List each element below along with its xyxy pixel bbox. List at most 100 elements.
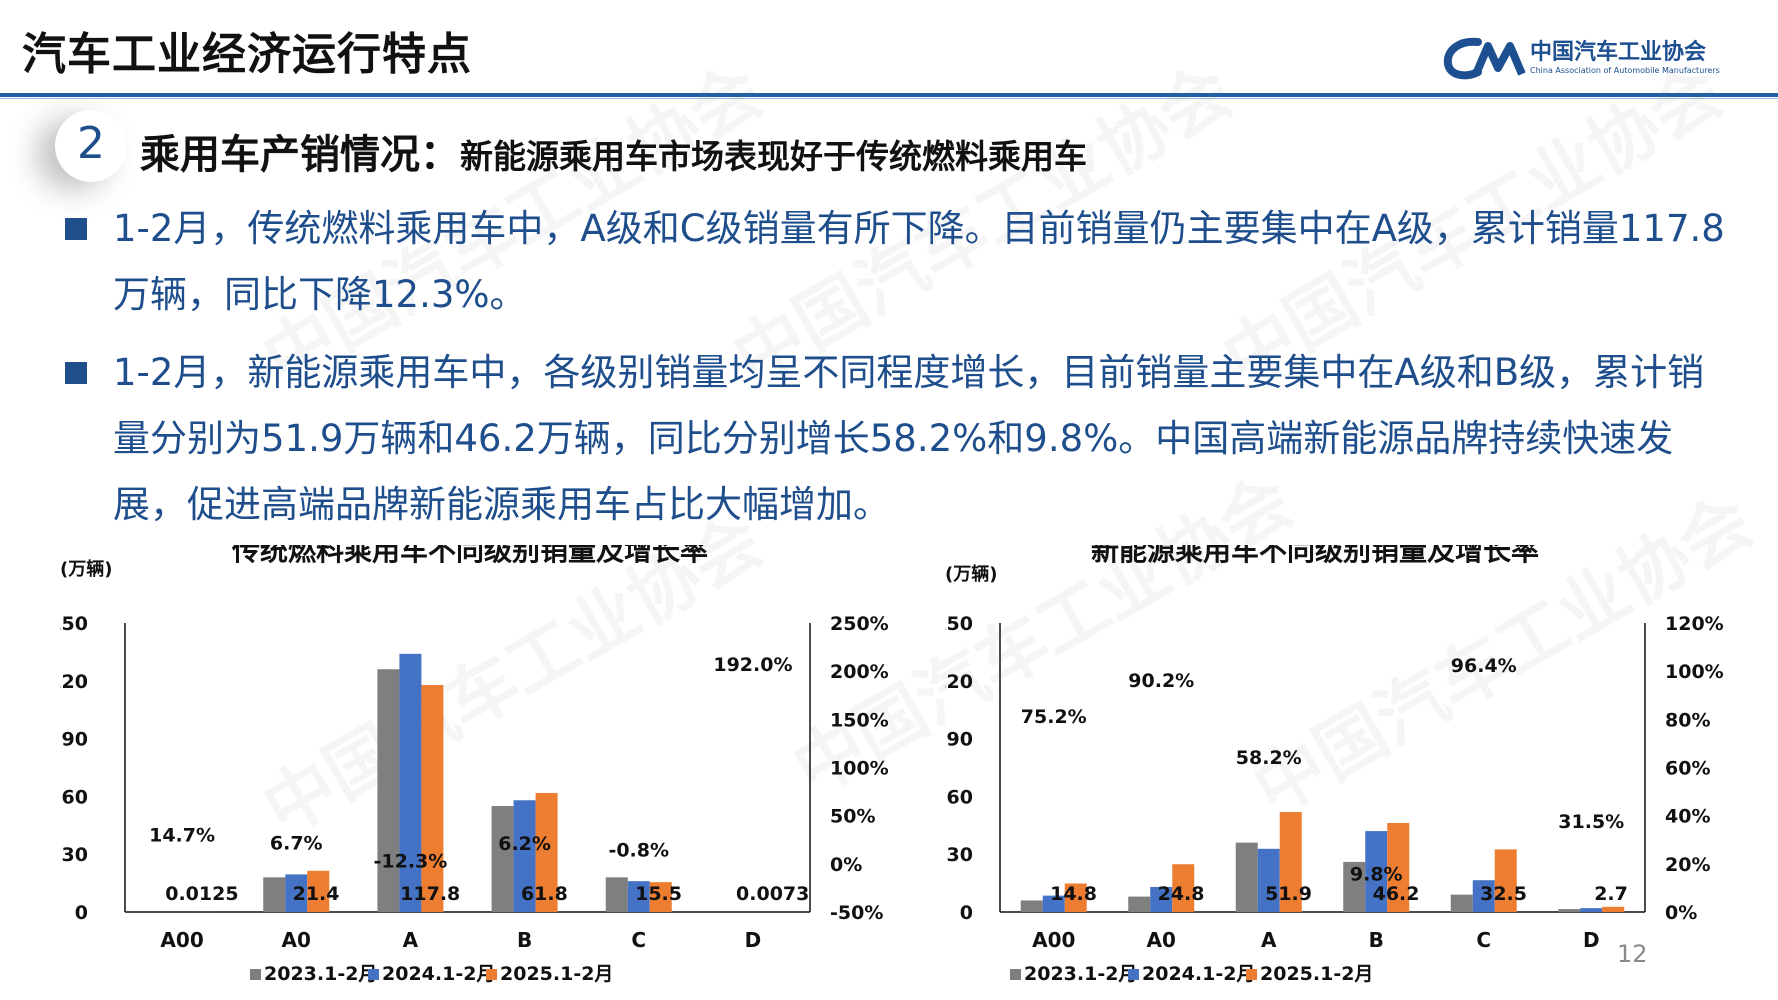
value-label: 0.0125	[165, 883, 238, 905]
value-label: 24.8	[1158, 883, 1205, 905]
y2-tick-label: 120%	[1665, 613, 1724, 635]
growth-rate-label: 9.8%	[1350, 863, 1403, 885]
y2-tick-label: 0%	[830, 854, 862, 876]
bar-A-series-2	[399, 653, 422, 912]
cam-logo-icon	[1443, 37, 1526, 80]
header-divider-thin	[0, 98, 1778, 99]
bar-D-series-2	[1580, 908, 1603, 912]
value-label: 32.5	[1480, 883, 1527, 905]
x-tick-label: D	[745, 928, 762, 952]
bar-C-series-3	[1494, 849, 1517, 912]
chart-new-energy: 新能源乘用车不同级别销量及增长率 (万辆) 0 30 60 90 120 150 0% 20% 40…	[945, 545, 1724, 985]
legend-swatch	[1128, 969, 1139, 980]
bar-A00-series-1	[1020, 900, 1043, 912]
y-tick-label: 120	[60, 671, 88, 693]
chart-title: 传统燃料乘用车不同级别销量及增长率	[231, 545, 708, 567]
y-tick-label: 90	[947, 729, 973, 751]
bar-C-series-2	[627, 881, 650, 912]
growth-rate-label: 96.4%	[1451, 655, 1517, 677]
bar-A00-series-2	[1042, 895, 1065, 912]
bar-B-series-1	[1343, 861, 1366, 912]
bar-A00-series-3	[1064, 883, 1087, 912]
value-label: 15.5	[635, 883, 682, 905]
section-title-main: 乘用车产销情况：	[140, 132, 460, 178]
page-number: 12	[1617, 940, 1648, 968]
x-tick-label: D	[1583, 928, 1600, 952]
x-tick-label: C	[1476, 928, 1491, 952]
bar-A0-series-2	[285, 874, 308, 912]
value-label: 14.8	[1050, 883, 1097, 905]
y-tick-label: 0	[960, 902, 973, 924]
bar-D-series-3	[1602, 906, 1625, 912]
bar-D-series-1	[1558, 909, 1581, 912]
legend-swatch	[1246, 969, 1257, 980]
bar-A0-series-1	[1128, 896, 1151, 912]
y2-tick-label: 250%	[830, 613, 889, 635]
x-tick-label: A	[1261, 928, 1277, 952]
y2-tick-label: 50%	[830, 806, 875, 828]
x-tick-label: A0	[1147, 928, 1176, 952]
section-number: 2	[77, 118, 105, 169]
growth-rate-label: 31.5%	[1558, 811, 1624, 833]
legend-label: 2024.1-2月	[1142, 963, 1255, 985]
bar-A-series-3	[1279, 812, 1302, 912]
x-tick-label: B	[1369, 928, 1384, 952]
growth-rate-label: 6.7%	[270, 832, 323, 854]
bar-A-series-2	[1257, 848, 1280, 912]
y2-tick-label: 150%	[830, 709, 889, 731]
legend-swatch	[486, 969, 497, 980]
legend-swatch	[1010, 969, 1021, 980]
bar-C-series-1	[605, 877, 628, 912]
growth-rate-label: 90.2%	[1128, 670, 1194, 692]
page-title: 汽车工业经济运行特点	[22, 29, 472, 80]
bar-A-series-1	[1235, 842, 1258, 912]
y2-tick-label: 20%	[1665, 854, 1710, 876]
unit-label: (万辆)	[60, 558, 112, 580]
y2-tick-label: 0%	[1665, 902, 1697, 924]
bar-A-series-1	[377, 669, 400, 912]
legend-swatch	[250, 969, 261, 980]
y-tick-label: 120	[945, 671, 973, 693]
bar-B-series-3	[535, 792, 558, 912]
x-tick-label: A0	[282, 928, 311, 952]
bar-C-series-2	[1472, 880, 1495, 912]
legend-label: 2025.1-2月	[1260, 963, 1373, 985]
bar-A0-series-3	[307, 870, 330, 912]
legend-label: 2023.1-2月	[264, 963, 377, 985]
legend-label: 2025.1-2月	[500, 963, 613, 985]
section-number-badge: 2	[55, 110, 127, 182]
y-tick-label: 60	[947, 786, 973, 808]
bullet-square-icon	[65, 218, 87, 240]
value-label: 2.7	[1594, 883, 1628, 905]
y2-tick-label: 100%	[830, 758, 889, 780]
value-label: 21.4	[293, 883, 340, 905]
x-tick-label: B	[517, 928, 532, 952]
bar-A0-series-1	[263, 877, 286, 912]
bar-B-series-2	[513, 800, 536, 912]
growth-rate-label: -0.8%	[608, 840, 669, 862]
bullet-square-icon	[65, 362, 87, 384]
bar-C-series-1	[1450, 894, 1473, 912]
y2-tick-label: 100%	[1665, 661, 1724, 683]
x-tick-label: A	[403, 928, 419, 952]
header-divider	[0, 93, 1778, 97]
logo-english-text: China Association of Automobile Manufact…	[1530, 66, 1720, 75]
bar-B-series-3	[1387, 822, 1410, 912]
y-tick-label: 150	[945, 613, 973, 635]
value-label: 46.2	[1373, 883, 1420, 905]
bar-A0-series-3	[1172, 864, 1195, 912]
growth-rate-label: -12.3%	[374, 851, 448, 873]
y2-tick-label: -50%	[830, 902, 883, 924]
legend-label: 2024.1-2月	[382, 963, 495, 985]
growth-rate-label: 14.7%	[149, 825, 215, 847]
x-tick-label: A00	[1032, 928, 1075, 952]
value-label: 61.8	[521, 883, 568, 905]
bar-B-series-2	[1365, 831, 1388, 912]
bar-B-series-1	[491, 806, 514, 912]
section-subtitle: 新能源乘用车市场表现好于传统燃料乘用车	[460, 137, 1087, 176]
association-logo: 中国汽车工业协会 China Association of Automobile…	[1440, 32, 1740, 82]
chart-traditional-fuel: 传统燃料乘用车不同级别销量及增长率 (万辆) 0 30 60 90 120 150 -50% 0%…	[60, 545, 889, 985]
y2-tick-label: 60%	[1665, 758, 1710, 780]
y2-tick-label: 80%	[1665, 709, 1710, 731]
y-tick-label: 90	[62, 729, 88, 751]
